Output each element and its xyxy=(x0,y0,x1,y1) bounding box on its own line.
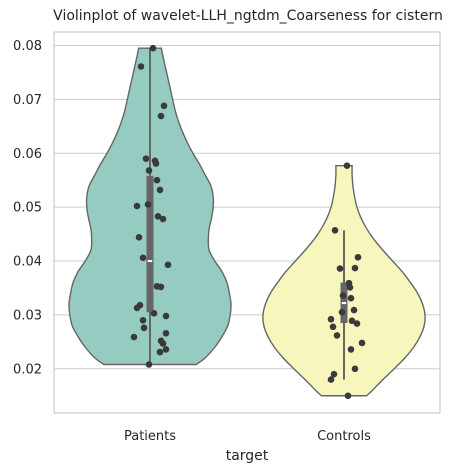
data-point-patients xyxy=(149,44,157,52)
data-point-controls xyxy=(348,317,356,325)
data-point-patients xyxy=(139,254,147,262)
data-point-controls xyxy=(333,332,341,339)
median-marker-patients xyxy=(147,260,153,263)
data-point-patients xyxy=(139,317,147,324)
data-point-controls xyxy=(330,370,338,378)
x-axis-label: target xyxy=(226,448,269,464)
data-point-patients xyxy=(164,261,172,269)
data-point-controls xyxy=(339,292,347,299)
data-point-patients xyxy=(156,186,164,194)
data-point-patients xyxy=(153,176,161,184)
y-tick-label: 0.04 xyxy=(13,255,42,270)
data-point-controls xyxy=(347,346,355,353)
y-tick-label: 0.03 xyxy=(13,308,42,323)
median-marker-controls xyxy=(341,302,347,305)
data-point-controls xyxy=(338,308,346,316)
data-point-controls xyxy=(347,294,355,302)
chart-title: Violinplot of wavelet-LLH_ngtdm_Coarsene… xyxy=(53,8,443,24)
violin-layer xyxy=(68,47,426,397)
data-point-controls xyxy=(336,265,344,272)
data-point-patients xyxy=(162,329,170,337)
y-tick-label: 0.05 xyxy=(13,201,42,216)
data-point-controls xyxy=(354,253,362,261)
data-point-controls xyxy=(351,365,359,373)
data-point-patients xyxy=(152,160,160,167)
plot-frame xyxy=(53,31,441,414)
data-point-patients xyxy=(160,102,168,110)
data-point-patients xyxy=(157,112,165,120)
data-point-controls xyxy=(353,320,361,327)
data-point-patients xyxy=(140,324,148,332)
iqr-box-patients xyxy=(146,175,154,313)
data-point-controls xyxy=(358,339,366,347)
y-tick-label: 0.07 xyxy=(13,93,42,108)
data-point-controls xyxy=(343,162,351,169)
data-point-controls xyxy=(329,323,337,331)
data-point-controls xyxy=(351,264,359,272)
data-point-patients xyxy=(150,310,158,317)
data-point-patients xyxy=(162,346,170,353)
data-point-controls xyxy=(350,306,358,314)
x-tick-labels: Patients Controls xyxy=(124,429,371,444)
data-point-patients xyxy=(157,283,165,291)
data-point-patients xyxy=(145,361,153,368)
x-tick-label: Controls xyxy=(317,429,371,444)
y-tick-label: 0.08 xyxy=(13,39,42,54)
data-point-patients xyxy=(144,201,152,208)
data-point-patients xyxy=(159,215,167,223)
x-tick-label: Patients xyxy=(124,429,176,444)
data-point-patients xyxy=(137,63,145,70)
data-point-patients xyxy=(133,304,141,312)
data-point-controls xyxy=(327,376,335,383)
data-point-patients xyxy=(133,202,141,210)
y-tick-labels: 0.02 0.03 0.04 0.05 0.06 0.07 0.08 xyxy=(13,39,42,377)
point-layer xyxy=(130,44,366,400)
y-tick-label: 0.06 xyxy=(13,147,42,162)
data-point-patients xyxy=(145,167,153,174)
data-point-patients xyxy=(130,333,138,341)
data-point-patients xyxy=(135,234,143,241)
data-point-controls xyxy=(331,227,339,234)
data-point-controls xyxy=(327,315,335,323)
data-point-patients xyxy=(159,340,167,347)
data-point-patients xyxy=(156,348,164,356)
y-tick-label: 0.02 xyxy=(13,362,42,377)
data-point-controls xyxy=(346,284,354,291)
data-point-patients xyxy=(154,213,162,220)
data-point-controls xyxy=(344,392,352,400)
data-point-patients xyxy=(142,155,150,162)
data-point-patients xyxy=(162,312,170,320)
